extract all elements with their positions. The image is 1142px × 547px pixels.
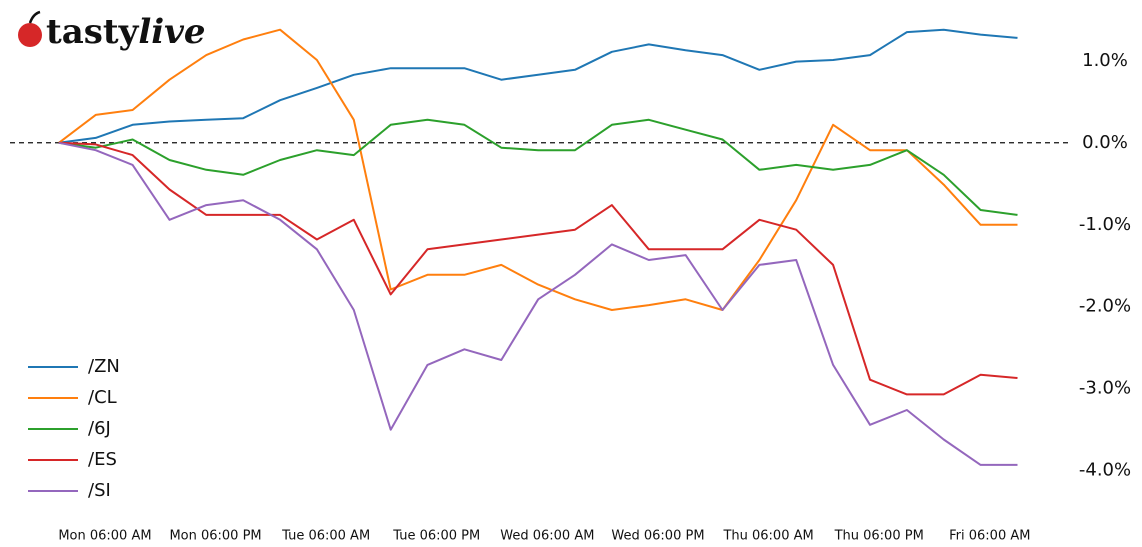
- x-tick-label: Thu 06:00 PM: [834, 529, 924, 544]
- series-line: [58, 141, 1018, 396]
- series-line: [58, 28, 1018, 311]
- logo-bold: tasty: [46, 12, 140, 52]
- y-tick-label: -3.0%: [1079, 378, 1131, 399]
- logo-cherry: [18, 23, 42, 47]
- x-tick-label: Fri 06:00 AM: [949, 529, 1030, 544]
- x-tick-label: Wed 06:00 PM: [611, 529, 704, 544]
- legend-label: /SI: [88, 480, 111, 501]
- legend-label: /ZN: [88, 356, 120, 377]
- x-tick-label: Tue 06:00 PM: [392, 529, 480, 544]
- y-tick-label: -1.0%: [1079, 214, 1131, 235]
- logo: tastylive: [18, 10, 206, 52]
- y-tick-label: 0.0%: [1082, 132, 1128, 153]
- series-line: [58, 28, 1018, 144]
- series-line: [58, 141, 1018, 466]
- x-tick-label: Mon 06:00 AM: [58, 529, 151, 544]
- y-tick-label: -4.0%: [1079, 460, 1131, 481]
- x-tick-label: Thu 06:00 AM: [722, 529, 813, 544]
- y-tick-label: -2.0%: [1079, 296, 1131, 317]
- y-tick-label: 1.0%: [1082, 50, 1128, 71]
- legend-label: /6J: [88, 418, 111, 439]
- series-line: [58, 118, 1018, 216]
- legend-label: /ES: [88, 449, 117, 470]
- logo-stem: [28, 10, 41, 24]
- x-tick-label: Tue 06:00 AM: [281, 529, 370, 544]
- x-tick-label: Wed 06:00 AM: [500, 529, 594, 544]
- legend-label: /CL: [88, 387, 117, 408]
- logo-text: tastylive: [46, 12, 206, 52]
- x-tick-label: Mon 06:00 PM: [169, 529, 261, 544]
- logo-italic: live: [138, 12, 205, 52]
